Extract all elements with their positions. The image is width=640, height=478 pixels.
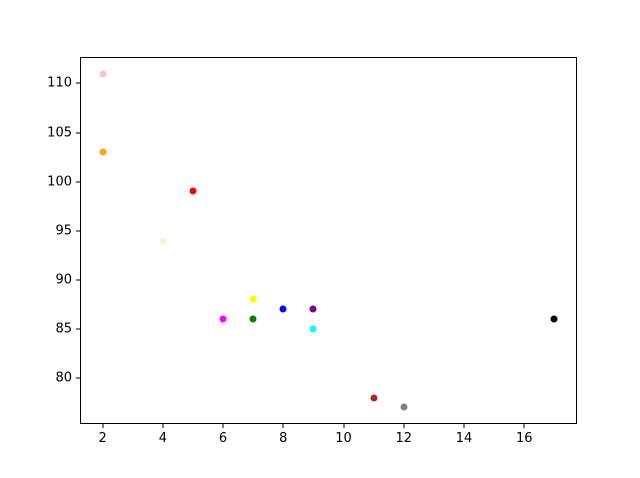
scatter-point-magenta [219,315,227,323]
scatter-point-black [550,315,558,323]
x-tick-label: 8 [279,431,288,446]
x-tick-label: 10 [335,431,352,446]
x-tick-label: 6 [218,431,228,446]
y-tick-mark [76,82,80,84]
y-tick-label: 85 [55,321,72,337]
scatter-point-brown [370,394,378,401]
scatter-point-green [249,315,257,323]
y-tick-label: 105 [47,125,72,141]
scatter-point-orange [99,148,107,156]
x-tick-mark [523,424,525,428]
x-tick-label: 12 [395,431,413,446]
x-tick-label: 2 [98,431,107,446]
y-tick-label: 90 [55,272,72,288]
y-tick-label: 100 [47,174,72,190]
y-tick-label: 80 [55,370,72,386]
x-tick-mark [102,424,104,428]
scatter-point-gray [400,403,408,411]
x-tick-mark [222,424,224,428]
scatter-point-blue [279,305,287,313]
scatter-point-pink [99,70,107,78]
plot-area [80,57,577,424]
scatter-point-yellow [249,295,257,303]
y-tick-mark [76,181,80,183]
x-tick-mark [282,424,284,428]
x-tick-mark [162,424,164,428]
y-tick-label: 110 [47,75,72,91]
scatter-point-cyan [309,325,317,333]
scatter-point-purple [309,305,317,313]
y-tick-mark [76,377,80,379]
y-tick-mark [76,279,80,281]
x-tick-mark [403,424,405,428]
x-tick-label: 14 [455,431,473,446]
y-tick-mark [76,132,80,134]
x-tick-label: 4 [158,431,167,446]
scatter-point-beige [159,237,167,244]
x-tick-mark [343,424,345,428]
x-tick-mark [463,424,465,428]
scatter-point-red [189,187,197,195]
y-tick-mark [76,230,80,232]
y-tick-label: 95 [55,223,72,239]
y-tick-mark [76,328,80,330]
x-tick-label: 16 [516,431,533,446]
